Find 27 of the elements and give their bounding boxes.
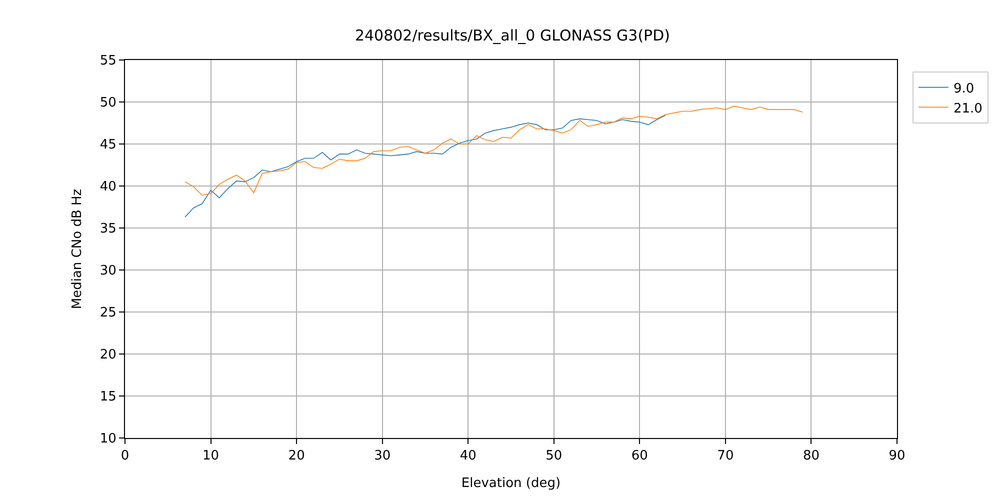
x-tick-label: 40 (460, 448, 476, 464)
y-tick-label: 10 (100, 432, 116, 447)
x-tick-label: 70 (717, 448, 734, 464)
x-tick-label: 80 (802, 448, 820, 464)
x-tick-label: 30 (374, 448, 391, 464)
y-tick-label: 50 (100, 96, 116, 111)
legend-label: 9.0 (953, 81, 974, 96)
x-tick-label: 50 (546, 448, 562, 464)
legend-label: 21.0 (953, 101, 982, 116)
y-tick-label: 35 (100, 222, 116, 237)
x-tick-label: 20 (288, 448, 305, 464)
line-series (184, 115, 666, 218)
y-tick-label: 55 (100, 54, 116, 69)
x-axis-title: Elevation (deg) (461, 476, 561, 492)
x-tick-label: 10 (202, 448, 220, 464)
chart-title: 240802/results/BX_all_0 GLONASS G3(PD) (354, 26, 670, 44)
y-tick-label: 30 (100, 264, 116, 279)
x-tick-label: 0 (120, 448, 130, 464)
y-tick-label: 40 (100, 180, 116, 195)
y-tick-label: 25 (100, 306, 116, 321)
line-series (184, 106, 804, 196)
y-tick-label: 45 (100, 138, 116, 153)
y-tick-label: 20 (100, 348, 116, 363)
y-tick-label: 15 (100, 390, 116, 405)
x-tick-label: 60 (631, 448, 648, 464)
x-tick-label: 90 (888, 448, 906, 464)
y-axis-title: Median CNo dB Hz (70, 188, 85, 310)
